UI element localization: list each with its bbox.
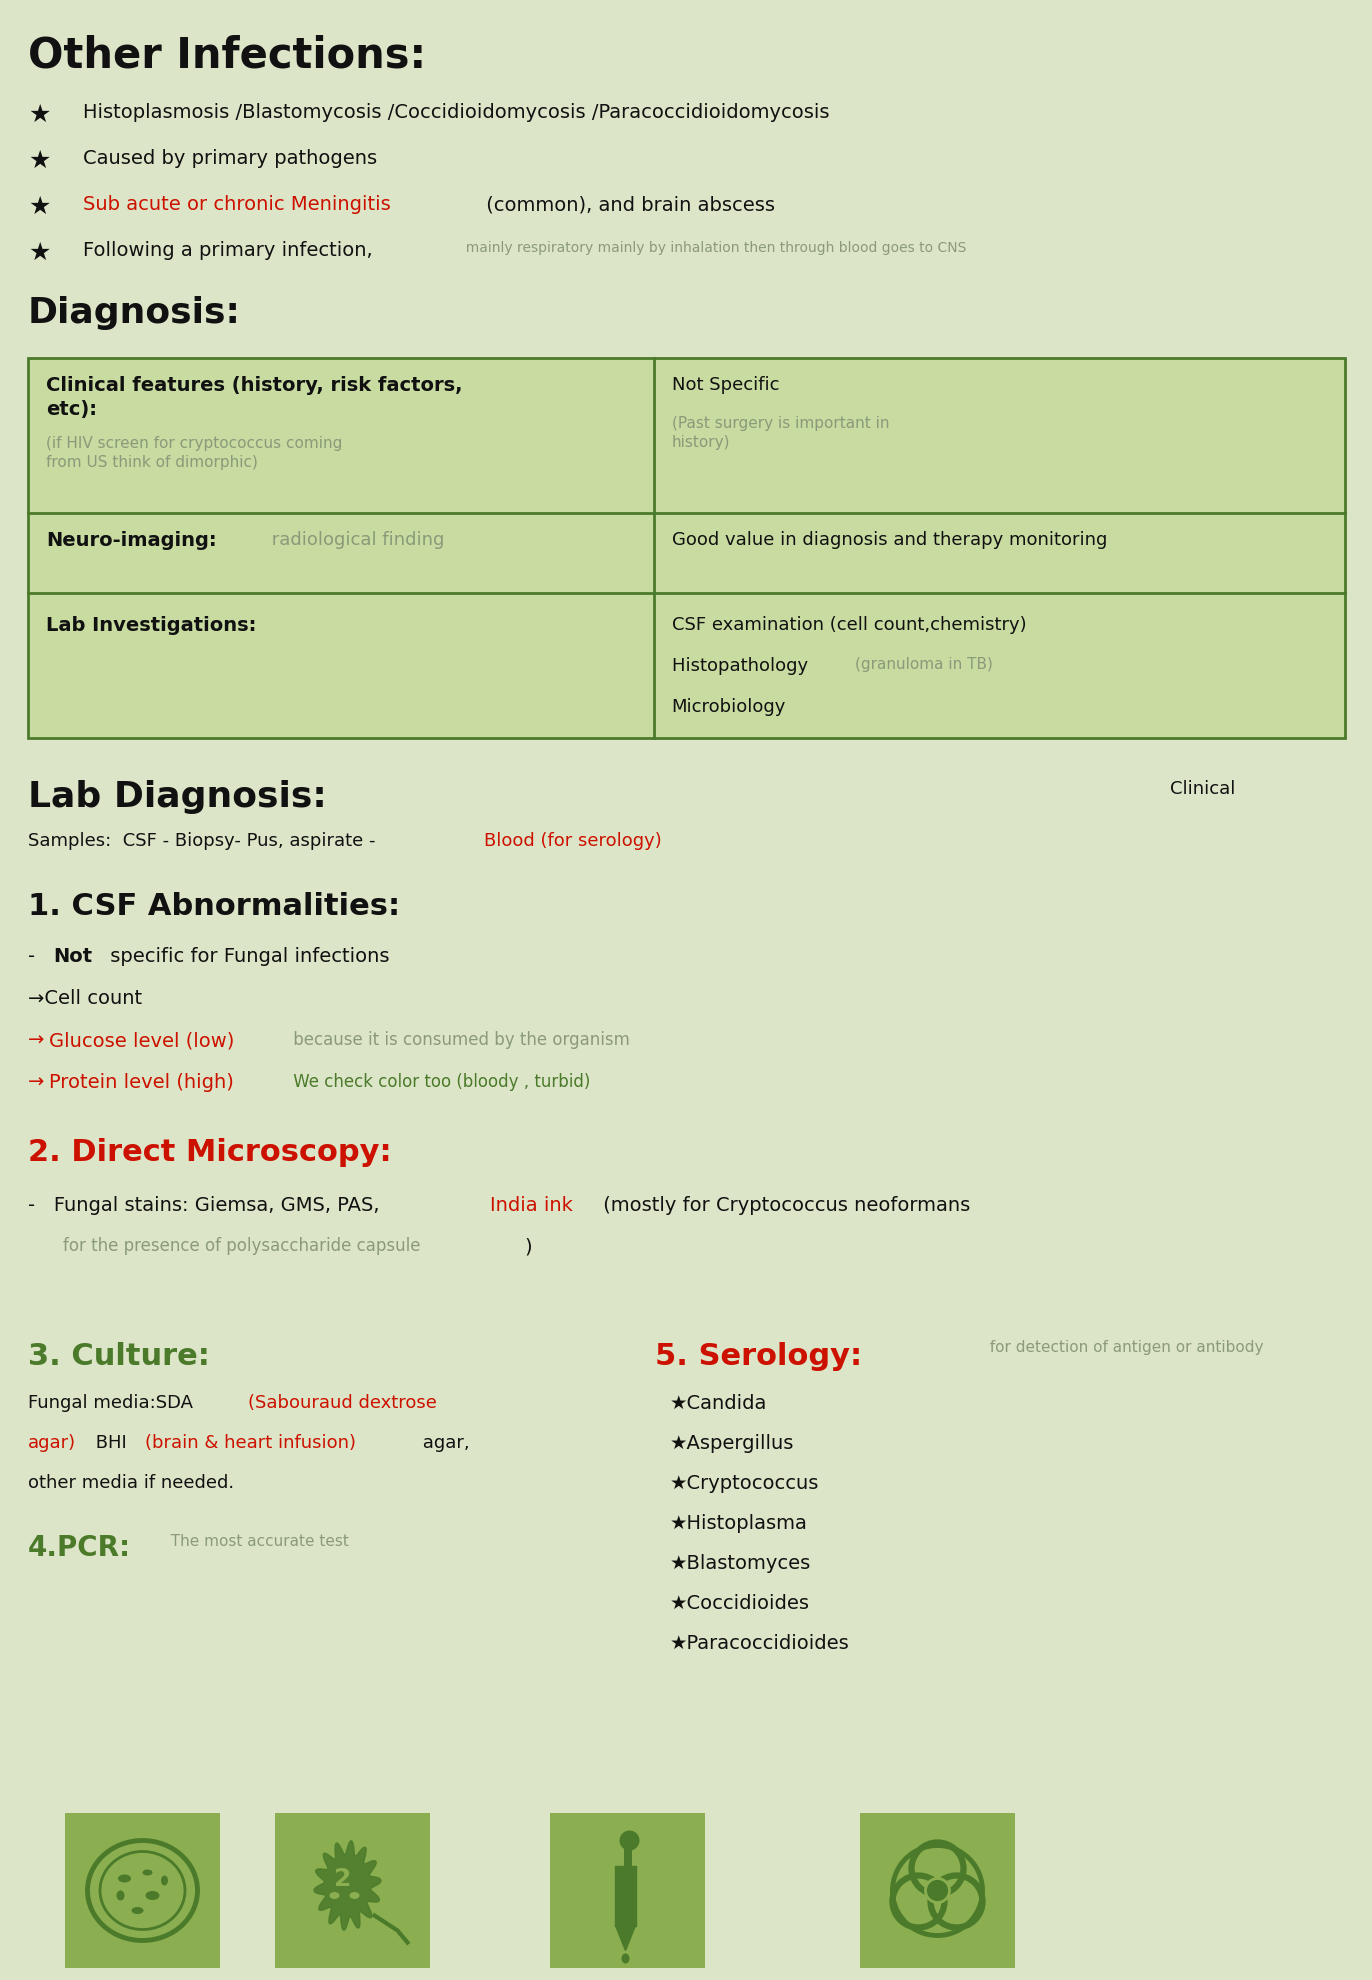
Text: 3. Culture:: 3. Culture:: [27, 1342, 210, 1370]
Text: (brain & heart infusion): (brain & heart infusion): [145, 1434, 355, 1451]
Bar: [27, 592, 1345, 739]
Text: (if HIV screen for cryptococcus coming
from US think of dimorphic): (if HIV screen for cryptococcus coming f…: [47, 436, 343, 469]
Text: Lab Investigations:: Lab Investigations:: [47, 616, 257, 636]
Text: Histoplasmosis /Blastomycosis /Coccidioidomycosis /Paracoccidioidomycosis: Histoplasmosis /Blastomycosis /Coccidioi…: [82, 103, 830, 123]
Text: 1. CSF Abnormalities:: 1. CSF Abnormalities:: [27, 893, 401, 921]
Text: (Past surgery is important in
history): (Past surgery is important in history): [671, 416, 889, 449]
Text: -: -: [27, 946, 48, 966]
Text: agar): agar): [27, 1434, 75, 1451]
Bar: [27, 358, 1345, 513]
Text: Caused by primary pathogens: Caused by primary pathogens: [82, 148, 377, 168]
Text: other media if needed.: other media if needed.: [27, 1473, 235, 1493]
Ellipse shape: [143, 1869, 152, 1875]
Polygon shape: [314, 1841, 381, 1930]
Text: -   Fungal stains: Giemsa, GMS, PAS,: - Fungal stains: Giemsa, GMS, PAS,: [27, 1196, 386, 1216]
Text: ★Blastomyces: ★Blastomyces: [670, 1554, 811, 1572]
Text: because it is consumed by the organism: because it is consumed by the organism: [288, 1032, 630, 1049]
Text: ★Coccidioides: ★Coccidioides: [670, 1594, 809, 1614]
Circle shape: [620, 1830, 639, 1851]
Text: agar,: agar,: [417, 1434, 469, 1451]
Bar: [27, 513, 1345, 592]
Text: Glucose level (low): Glucose level (low): [49, 1032, 235, 1049]
Text: →Cell count: →Cell count: [27, 988, 143, 1008]
Bar: [27, 358, 1345, 739]
Text: Following a primary infection,: Following a primary infection,: [82, 242, 373, 259]
Text: →: →: [27, 1073, 44, 1093]
Text: Samples:  CSF - Biopsy- Pus, aspirate -: Samples: CSF - Biopsy- Pus, aspirate -: [27, 832, 381, 849]
Text: →: →: [27, 1032, 44, 1049]
Circle shape: [926, 1879, 949, 1903]
Text: ★Paracoccidioides: ★Paracoccidioides: [670, 1634, 849, 1653]
Text: BHI: BHI: [91, 1434, 133, 1451]
Text: ): ): [524, 1238, 532, 1255]
Text: Not Specific: Not Specific: [671, 376, 779, 394]
Text: Blood (for serology): Blood (for serology): [484, 832, 661, 849]
Text: Not: Not: [54, 946, 92, 966]
Text: 2. Direct Microscopy:: 2. Direct Microscopy:: [27, 1138, 391, 1166]
Text: Sub acute or chronic Meningitis: Sub acute or chronic Meningitis: [82, 194, 391, 214]
Text: Histopathology: Histopathology: [671, 657, 814, 675]
Text: (Sabouraud dextrose: (Sabouraud dextrose: [248, 1394, 438, 1412]
Text: 4.PCR:: 4.PCR:: [27, 1534, 132, 1562]
Text: The most accurate test: The most accurate test: [161, 1534, 348, 1548]
Text: Good value in diagnosis and therapy monitoring: Good value in diagnosis and therapy moni…: [671, 531, 1107, 548]
Ellipse shape: [132, 1907, 144, 1915]
Text: Lab Diagnosis:: Lab Diagnosis:: [27, 780, 327, 814]
Polygon shape: [616, 1865, 635, 1925]
Text: Clinical: Clinical: [1170, 780, 1235, 798]
Text: (granuloma in TB): (granuloma in TB): [855, 657, 992, 673]
Ellipse shape: [350, 1893, 359, 1899]
Text: ★: ★: [27, 103, 51, 127]
Text: (common), and brain abscess: (common), and brain abscess: [480, 194, 775, 214]
Bar: [623, 1843, 631, 1865]
Text: specific for Fungal infections: specific for Fungal infections: [104, 946, 390, 966]
Ellipse shape: [145, 1891, 159, 1901]
Text: We check color too (bloody , turbid): We check color too (bloody , turbid): [288, 1073, 590, 1091]
Text: Diagnosis:: Diagnosis:: [27, 295, 241, 331]
Text: for detection of antigen or antibody: for detection of antigen or antibody: [980, 1340, 1264, 1354]
Text: ★: ★: [27, 242, 51, 265]
Text: (mostly for Cryptococcus neoformans: (mostly for Cryptococcus neoformans: [597, 1196, 970, 1216]
Text: ★Aspergillus: ★Aspergillus: [670, 1434, 794, 1453]
Text: Protein level (high): Protein level (high): [49, 1073, 235, 1093]
Text: radiological finding: radiological finding: [266, 531, 445, 548]
Text: ★Candida: ★Candida: [670, 1394, 767, 1414]
Ellipse shape: [117, 1891, 125, 1901]
Text: ★: ★: [27, 148, 51, 172]
Ellipse shape: [329, 1893, 339, 1899]
Text: 5. Serology:: 5. Serology:: [654, 1342, 862, 1370]
Text: Clinical features (history, risk factors,
etc):: Clinical features (history, risk factors…: [47, 376, 462, 420]
Text: Neuro-imaging:: Neuro-imaging:: [47, 531, 217, 550]
Ellipse shape: [622, 1954, 630, 1964]
Bar: [64, 1814, 220, 1968]
Ellipse shape: [118, 1875, 130, 1883]
Text: CSF examination (cell count,chemistry): CSF examination (cell count,chemistry): [671, 616, 1026, 634]
Text: ★: ★: [27, 194, 51, 220]
Bar: [550, 1814, 705, 1968]
Text: Other Infections:: Other Infections:: [27, 36, 427, 77]
Text: 2: 2: [333, 1867, 351, 1891]
Text: Fungal media:SDA: Fungal media:SDA: [27, 1394, 199, 1412]
Text: for the presence of polysaccharide capsule: for the presence of polysaccharide capsu…: [63, 1238, 420, 1255]
Text: India ink: India ink: [490, 1196, 572, 1216]
Ellipse shape: [161, 1875, 167, 1885]
Text: ★Cryptococcus: ★Cryptococcus: [670, 1473, 819, 1493]
Text: ★Histoplasma: ★Histoplasma: [670, 1515, 808, 1533]
Polygon shape: [616, 1925, 635, 1950]
Bar: [274, 1814, 429, 1968]
Text: mainly respiratory mainly by inhalation then through blood goes to CNS: mainly respiratory mainly by inhalation …: [457, 242, 966, 255]
Text: Microbiology: Microbiology: [671, 699, 786, 717]
Bar: [860, 1814, 1015, 1968]
